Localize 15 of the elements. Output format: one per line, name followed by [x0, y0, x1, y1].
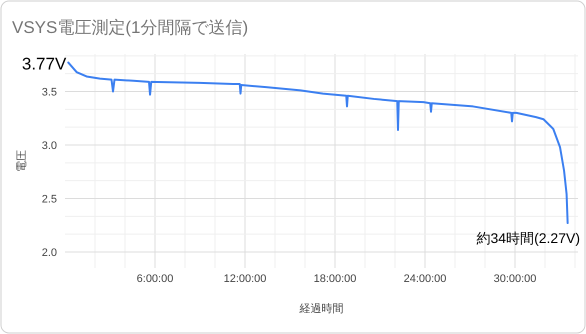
- y-tick-label: 2.0: [42, 246, 57, 259]
- y-tick-label: 3.5: [42, 86, 57, 98]
- annotation: 3.77V: [22, 54, 67, 74]
- x-tick-label: 24:00:00: [404, 273, 446, 285]
- x-tick-label: 12:00:00: [224, 273, 266, 285]
- x-tick-label: 30:00:00: [494, 273, 536, 285]
- y-axis-title: 電圧: [16, 150, 28, 172]
- line-series: [67, 62, 569, 224]
- y-tick-label: 2.5: [42, 193, 57, 206]
- x-tick-label: 18:00:00: [314, 273, 356, 285]
- annotation: 約34時間(2.27V): [476, 230, 580, 246]
- x-axis-title: 経過時間: [298, 302, 344, 315]
- x-tick-label: 6:00:00: [136, 273, 174, 285]
- y-tick-label: 3.0: [42, 140, 57, 152]
- chart-title: VSYS電圧測定(1分間隔で送信): [12, 18, 248, 37]
